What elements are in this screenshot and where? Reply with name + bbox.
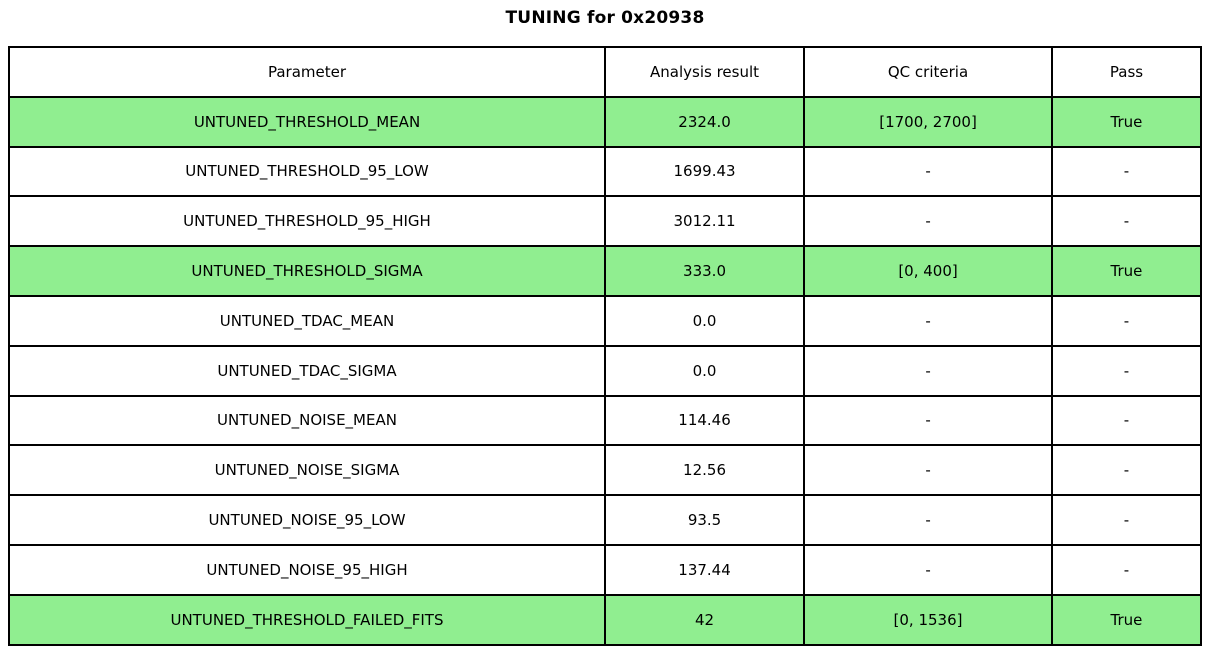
cell-analysis-result: 12.56 <box>603 444 806 497</box>
qc-results-table: Parameter Analysis result QC criteria Pa… <box>8 46 1203 646</box>
table-row: UNTUNED_NOISE_95_HIGH 137.44- - <box>8 543 1203 596</box>
cell-qc-criteria: - <box>803 543 1053 596</box>
cell-analysis-result: 333.0 <box>603 245 806 297</box>
table-row: UNTUNED_THRESHOLD_95_HIGH 3012.11- - <box>8 195 1203 248</box>
cell-pass: - <box>1050 294 1203 347</box>
table-header: Parameter Analysis result QC criteria Pa… <box>8 46 1203 98</box>
cell-parameter: UNTUNED_NOISE_95_LOW <box>8 494 606 546</box>
table-row: UNTUNED_TDAC_MEAN 0.0- - <box>8 294 1203 347</box>
header-row: Parameter Analysis result QC criteria Pa… <box>8 46 1203 98</box>
table-row: UNTUNED_TDAC_SIGMA 0.0- - <box>8 344 1203 397</box>
column-header-qc-criteria: QC criteria <box>803 46 1053 98</box>
table-row: UNTUNED_THRESHOLD_95_LOW 1699.43- - <box>8 145 1203 198</box>
cell-analysis-result: 137.44 <box>603 543 806 596</box>
table-body: UNTUNED_THRESHOLD_MEAN 2324.0 [1700, 2700]… <box>8 95 1203 646</box>
cell-parameter: UNTUNED_THRESHOLD_MEAN <box>8 95 606 148</box>
cell-qc-criteria: [0, 1536] <box>803 593 1053 646</box>
cell-qc-criteria: [0, 400] <box>803 245 1053 297</box>
cell-pass: - <box>1050 494 1203 546</box>
table-row: UNTUNED_THRESHOLD_FAILED_FITS 42 [0, 1536]… <box>8 593 1203 646</box>
column-header-parameter: Parameter <box>8 46 606 98</box>
cell-pass: - <box>1050 543 1203 596</box>
cell-qc-criteria: - <box>803 145 1053 198</box>
cell-analysis-result: 0.0 <box>603 344 806 397</box>
cell-analysis-result: 1699.43 <box>603 145 806 198</box>
table-row: UNTUNED_NOISE_95_LOW 93.5- - <box>8 494 1203 546</box>
cell-qc-criteria: [1700, 2700] <box>803 95 1053 148</box>
cell-analysis-result: 2324.0 <box>603 95 806 148</box>
cell-analysis-result: 114.46 <box>603 394 806 447</box>
cell-pass: True <box>1050 95 1203 148</box>
cell-parameter: UNTUNED_THRESHOLD_95_LOW <box>8 145 606 198</box>
table-row: UNTUNED_NOISE_MEAN 114.46- - <box>8 394 1203 447</box>
cell-pass: - <box>1050 444 1203 497</box>
cell-pass: - <box>1050 394 1203 447</box>
cell-qc-criteria: - <box>803 394 1053 447</box>
cell-qc-criteria: - <box>803 195 1053 248</box>
cell-parameter: UNTUNED_NOISE_95_HIGH <box>8 543 606 596</box>
cell-pass: - <box>1050 195 1203 248</box>
table-row: UNTUNED_THRESHOLD_SIGMA 333.0 [0, 400] True <box>8 245 1203 297</box>
cell-analysis-result: 93.5 <box>603 494 806 546</box>
cell-parameter: UNTUNED_TDAC_SIGMA <box>8 344 606 397</box>
cell-parameter: UNTUNED_NOISE_MEAN <box>8 394 606 447</box>
cell-analysis-result: 0.0 <box>603 294 806 347</box>
cell-qc-criteria: - <box>803 294 1053 347</box>
cell-pass: True <box>1050 245 1203 297</box>
cell-analysis-result: 3012.11 <box>603 195 806 248</box>
cell-qc-criteria: - <box>803 344 1053 397</box>
page-title: TUNING for 0x20938 <box>505 8 705 28</box>
cell-parameter: UNTUNED_TDAC_MEAN <box>8 294 606 347</box>
table-row: UNTUNED_NOISE_SIGMA 12.56- - <box>8 444 1203 497</box>
cell-analysis-result: 42 <box>603 593 806 646</box>
cell-pass: - <box>1050 145 1203 198</box>
column-header-analysis-result: Analysis result <box>603 46 806 98</box>
cell-parameter: UNTUNED_THRESHOLD_SIGMA <box>8 245 606 297</box>
cell-parameter: UNTUNED_THRESHOLD_FAILED_FITS <box>8 593 606 646</box>
cell-qc-criteria: - <box>803 444 1053 497</box>
cell-pass: True <box>1050 593 1203 646</box>
cell-qc-criteria: - <box>803 494 1053 546</box>
cell-pass: - <box>1050 344 1203 397</box>
table-row: UNTUNED_THRESHOLD_MEAN 2324.0 [1700, 2700]… <box>8 95 1203 148</box>
cell-parameter: UNTUNED_NOISE_SIGMA <box>8 444 606 497</box>
column-header-pass: Pass <box>1050 46 1203 98</box>
cell-parameter: UNTUNED_THRESHOLD_95_HIGH <box>8 195 606 248</box>
